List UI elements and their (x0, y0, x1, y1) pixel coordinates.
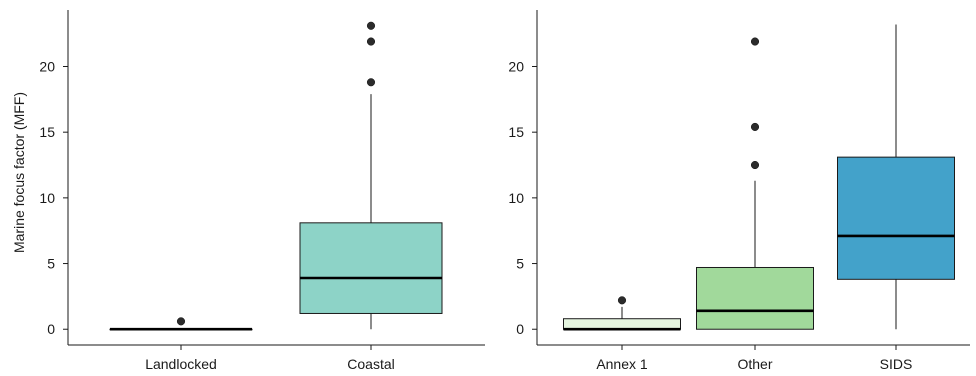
y-tick-label: 5 (516, 256, 524, 272)
outlier-point (750, 160, 760, 170)
y-tick-label: 5 (47, 256, 55, 272)
x-tick-label-coastal: Coastal (347, 356, 394, 372)
outlier-point (366, 21, 376, 30)
iqr-box (563, 318, 681, 330)
y-tick-label: 15 (39, 124, 55, 140)
x-tick-label-sids: SIDS (880, 356, 913, 372)
y-tick-label: 0 (516, 321, 524, 337)
box-sids (837, 24, 955, 330)
box-coastal (299, 21, 443, 330)
y-tick-label: 10 (39, 190, 55, 206)
iqr-box (837, 156, 955, 280)
left-panel-landlocked-vs-coastal: 0 5 10 15 20 Marine focus factor (MFF) Landloc… (11, 10, 485, 372)
x-tick-label-annex-1: Annex 1 (596, 356, 648, 372)
outlier-point (617, 296, 627, 305)
y-tick-label: 15 (508, 124, 524, 140)
box-other (696, 37, 814, 330)
x-tick-label-other: Other (737, 356, 772, 372)
y-tick-label: 0 (47, 321, 55, 337)
right-panel-country-groups: 0 5 10 15 20 Annex 1 Other SIDS (508, 10, 970, 372)
box-annex-1 (563, 296, 681, 331)
outlier-point (366, 78, 376, 87)
iqr-box (696, 266, 814, 330)
box-landlocked (109, 317, 253, 331)
y-tick-label: 20 (508, 58, 524, 74)
y-tick-label: 10 (508, 190, 524, 206)
outlier-point (750, 37, 760, 46)
y-tick-label: 20 (39, 58, 55, 74)
iqr-box (299, 222, 443, 314)
y-axis-title: Marine focus factor (MFF) (11, 92, 27, 253)
outlier-point (750, 122, 760, 131)
outlier-point (366, 37, 376, 46)
x-tick-label-landlocked: Landlocked (145, 356, 217, 372)
outlier-point (176, 317, 186, 326)
